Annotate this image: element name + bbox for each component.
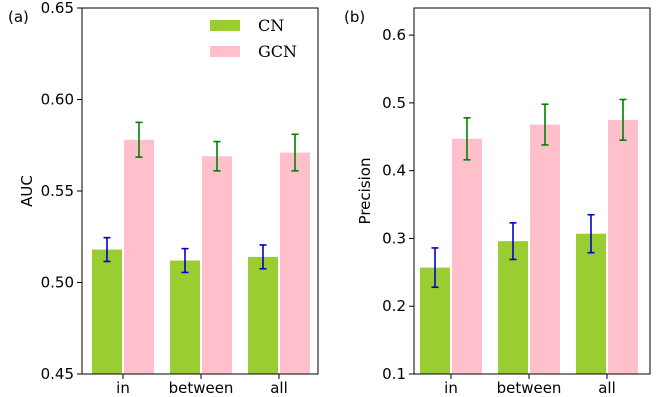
bar-cn-between — [498, 241, 528, 374]
bar-gcn-between — [202, 156, 232, 374]
bar-cn-all — [576, 233, 606, 374]
bar-gcn-all — [280, 152, 310, 374]
x-tick-label-all: all — [598, 379, 616, 397]
x-tick-label-in: in — [116, 379, 130, 397]
bar-gcn-in — [124, 139, 154, 374]
panel-label-a: (a) — [8, 8, 29, 26]
y-tick-label-0.2: 0.2 — [382, 297, 406, 315]
bar-cn-in — [92, 249, 122, 374]
bar-cn-between — [170, 260, 200, 374]
y-ticks-precision: 0.1 0.2 0.3 0.4 0.5 0.6 — [382, 26, 414, 383]
panel-label-b: (b) — [344, 8, 365, 26]
plot-frame-precision — [413, 7, 651, 375]
bars-precision — [420, 119, 638, 374]
bar-cn-all — [248, 256, 278, 374]
y-tick-label-0.3: 0.3 — [382, 229, 406, 247]
bars-auc — [92, 139, 310, 374]
legend-swatch-gcn — [210, 46, 240, 57]
bar-gcn-between — [530, 124, 560, 374]
bar-gcn-all — [608, 119, 638, 374]
y-tick-label-0.60: 0.60 — [41, 91, 74, 109]
y-axis-label-auc: AUC — [18, 175, 36, 207]
error-bars-auc — [103, 121, 299, 274]
panel-precision: (b) Precision 0.1 0.2 0.3 0.4 0.5 0.6 in betwe… — [344, 7, 651, 397]
legend-swatch-cn — [210, 20, 240, 31]
y-tick-label-0.4: 0.4 — [382, 162, 406, 180]
legend: CN GCN — [210, 16, 297, 61]
error-bars-precision — [431, 98, 627, 289]
x-tick-label-between: between — [169, 379, 234, 397]
x-tick-label-all: all — [270, 379, 288, 397]
y-axis-label-precision: Precision — [356, 158, 374, 225]
y-tick-label-0.50: 0.50 — [41, 274, 74, 292]
bar-gcn-in — [452, 138, 482, 374]
panel-auc: (a) AUC 0.45 0.50 0.55 0.60 0.65 in between al… — [8, 0, 319, 397]
y-tick-label-0.65: 0.65 — [41, 0, 74, 17]
x-tick-label-between: between — [497, 379, 562, 397]
y-tick-label-0.1: 0.1 — [382, 365, 406, 383]
x-tick-label-in: in — [444, 379, 458, 397]
x-ticks-auc: in between all — [116, 374, 288, 397]
y-tick-label-0.6: 0.6 — [382, 26, 406, 44]
y-ticks-auc: 0.45 0.50 0.55 0.60 0.65 — [41, 0, 82, 383]
y-tick-label-0.45: 0.45 — [41, 365, 74, 383]
x-ticks-precision: in between all — [444, 374, 616, 397]
y-tick-label-0.55: 0.55 — [41, 182, 74, 200]
y-tick-label-0.5: 0.5 — [382, 94, 406, 112]
legend-label-gcn: GCN — [258, 42, 297, 61]
legend-label-cn: CN — [258, 16, 284, 35]
